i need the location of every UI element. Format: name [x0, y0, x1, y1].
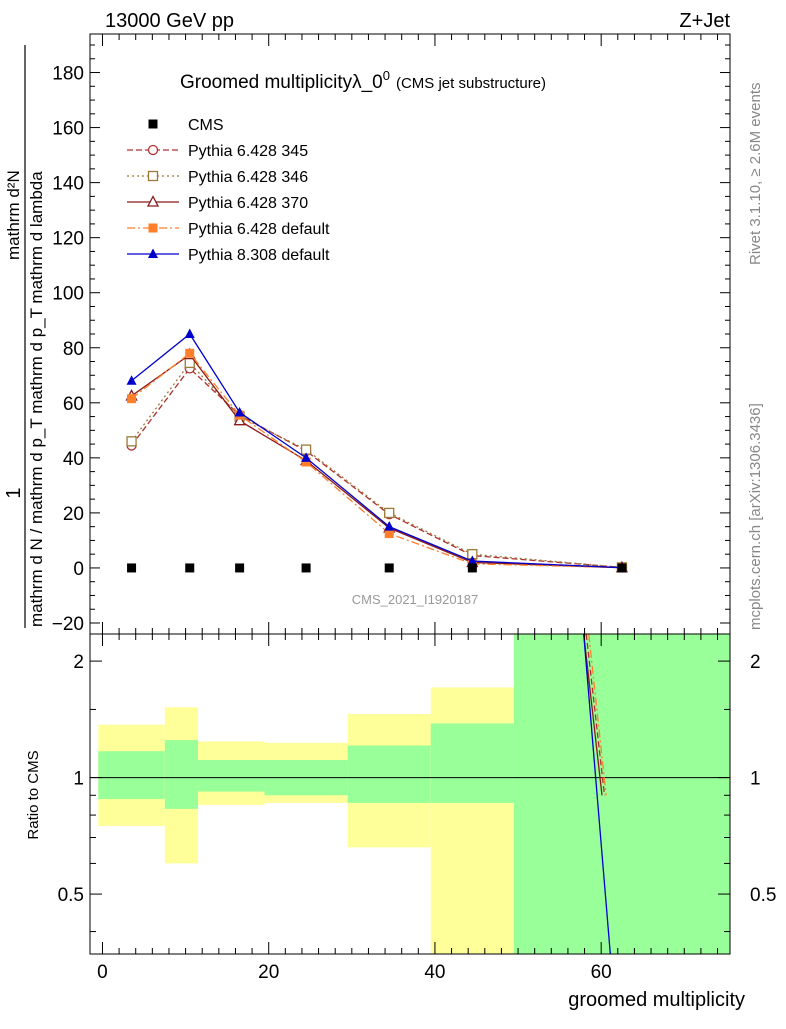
- side-label-top: Rivet 3.1.10, ≥ 2.6M events: [747, 83, 764, 266]
- cms-data-point: [301, 563, 311, 573]
- cms-data-point: [127, 563, 137, 573]
- legend-label-4: Pythia 6.428 default: [188, 221, 330, 238]
- legend-marker-2: [147, 170, 159, 182]
- series-line-1: [131, 361, 623, 569]
- y-tick-label: 40: [63, 449, 84, 470]
- ratio-bands: [90, 634, 730, 954]
- legend-label-2: Pythia 6.428 346: [188, 169, 308, 186]
- legend-label-0: CMS: [188, 117, 224, 134]
- legend: CMS Pythia 6.428 345 Pythia 6.428 346 Pythi…: [127, 117, 330, 264]
- y-tick-label: 0: [73, 559, 84, 580]
- legend-marker-5: [148, 248, 158, 258]
- cms-data-point: [617, 563, 627, 573]
- series-line-4: [131, 333, 622, 569]
- ratio-line-0: [585, 633, 606, 796]
- y-axis-label-numerator: mathrm d²N: [4, 170, 23, 260]
- series-3-point: [127, 394, 137, 404]
- legend-label-3: Pythia 6.428 370: [188, 195, 308, 212]
- series-4-point: [301, 452, 312, 462]
- y-tick-label: 80: [63, 339, 84, 360]
- series-4-point: [467, 555, 478, 566]
- series-2-point: [233, 413, 246, 426]
- series-4-point: [184, 328, 195, 338]
- cms-data-point: [384, 563, 394, 573]
- ratio-y-tick-label: 1: [73, 769, 84, 790]
- y-tick-label: 100: [52, 284, 84, 305]
- watermark: CMS_2021_I1920187: [352, 592, 479, 607]
- legend-marker-1: [147, 144, 159, 156]
- series-1-point: [384, 507, 395, 519]
- series-3-point: [384, 529, 394, 539]
- y-tick-label: 120: [52, 229, 84, 250]
- legend-marker-0: [148, 119, 158, 129]
- series-line-0: [131, 367, 622, 569]
- y-tick-label: 60: [63, 394, 84, 415]
- legend-label-5: Pythia 8.308 default: [188, 247, 330, 264]
- y-tick-label: 160: [52, 119, 84, 140]
- x-tick-label: 60: [591, 962, 612, 983]
- y-tick-label: 140: [52, 174, 84, 195]
- legend-marker-4: [148, 223, 158, 233]
- ratio-y-tick-label: 2: [73, 652, 84, 673]
- ratio-green-band-4: [347, 745, 431, 803]
- chart-title: Groomed multiplicityλ_00 (CMS jet substru…: [180, 68, 546, 93]
- header-right: Z+Jet: [679, 10, 730, 32]
- y-axis-label-denominator: mathrm d N / mathrm d p_T mathrm d p_T m…: [27, 171, 46, 627]
- series-3-point: [185, 348, 195, 358]
- legend-marker-3: [146, 195, 160, 207]
- ratio-y-tick-label-right: 0.5: [750, 885, 776, 906]
- ratio-green-band-5: [430, 723, 514, 803]
- side-label-bottom: mcplots.cern.ch [arXiv:1306.3436]: [747, 403, 764, 630]
- series-4-point: [384, 521, 395, 531]
- cms-data-point: [235, 563, 245, 573]
- cms-data-point: [185, 563, 195, 573]
- ratio-green-band-1: [164, 740, 199, 809]
- y-tick-label: 180: [52, 64, 84, 85]
- series-4-point: [234, 406, 245, 417]
- series-3-point: [301, 457, 311, 467]
- ratio-y-tick-label: 0.5: [58, 885, 84, 906]
- ratio-line-2: [583, 633, 603, 796]
- chart-title-main: Groomed multiplicityλ_0: [180, 72, 383, 93]
- x-tick-label: 40: [424, 962, 445, 983]
- ratio-y-tick-label-right: 2: [750, 652, 761, 673]
- ratio-green-band-2: [198, 760, 265, 792]
- series-1-point: [126, 436, 137, 447]
- ratio-green-band-6: [513, 634, 730, 954]
- main-plot-frame: [89, 33, 731, 635]
- x-tick-label: 0: [97, 962, 108, 983]
- ratio-line-3: [583, 633, 611, 955]
- legend-label-1: Pythia 6.428 345: [188, 143, 308, 160]
- series-4-point: [126, 375, 137, 385]
- ratio-y-tick-label-right: 1: [750, 769, 761, 790]
- y-axis-label-top: 1: [3, 487, 25, 498]
- ratio-y-axis-label: Ratio to CMS: [25, 750, 42, 839]
- ratio-green-band-0: [98, 751, 165, 800]
- cms-data-point: [467, 563, 477, 573]
- chart-subtitle: (CMS jet substructure): [396, 75, 546, 92]
- y-tick-label: −20: [52, 614, 84, 635]
- ratio-line-1: [588, 633, 607, 796]
- series-line-3: [131, 352, 622, 569]
- header-left: 13000 GeV pp: [105, 10, 234, 32]
- y-tick-label: 20: [63, 504, 84, 525]
- x-axis-label: groomed multiplicity: [568, 989, 745, 1011]
- ratio-series-lines: [583, 633, 611, 955]
- ratio-plot-frame: [89, 633, 731, 955]
- chart-title-superscript: 0: [383, 68, 390, 83]
- x-tick-label: 20: [258, 962, 279, 983]
- series-line-2: [131, 353, 622, 569]
- main-series: [125, 328, 629, 573]
